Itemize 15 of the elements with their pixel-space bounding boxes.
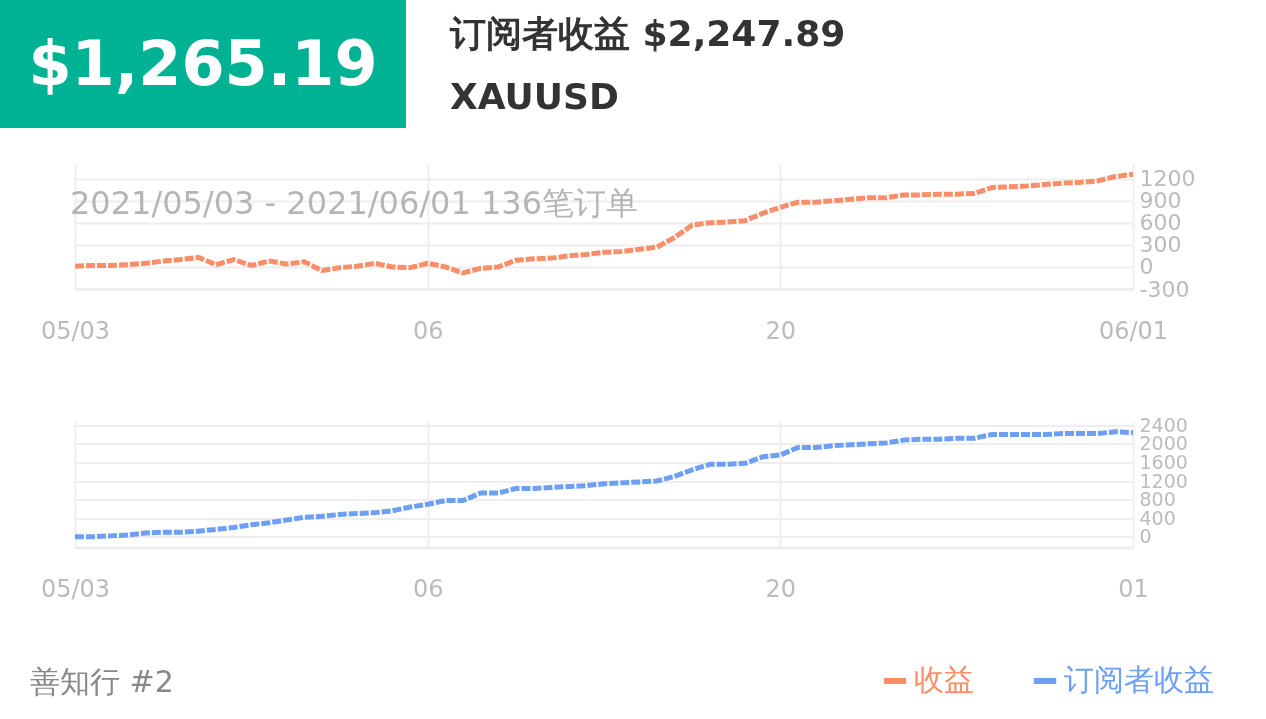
annotation: 2021/05/03 - 2021/06/01 136笔订单 <box>70 183 639 224</box>
chart-title: $1,265.19 <box>0 0 406 128</box>
chart-subtitle: 订阅者收益 $2,247.89 <box>450 12 846 56</box>
text: XAUUSD <box>450 76 619 117</box>
x-tick-label: 20 <box>765 316 797 345</box>
x-tick-label: 05/03 <box>40 316 111 345</box>
x-tick-label: 01 <box>1118 575 1149 603</box>
x-tick-label: 20 <box>765 575 797 603</box>
legend-label: 收益 <box>914 662 974 697</box>
x-tick-label: 06 <box>412 316 444 345</box>
x-tick-label: 05/03 <box>40 575 111 603</box>
text: 善知行 #2 <box>30 663 174 701</box>
x-tick-label: 06 <box>412 575 444 603</box>
x-tick-label: 06/01 <box>1098 316 1169 345</box>
legend-label: 订阅者收益 <box>1064 662 1214 697</box>
